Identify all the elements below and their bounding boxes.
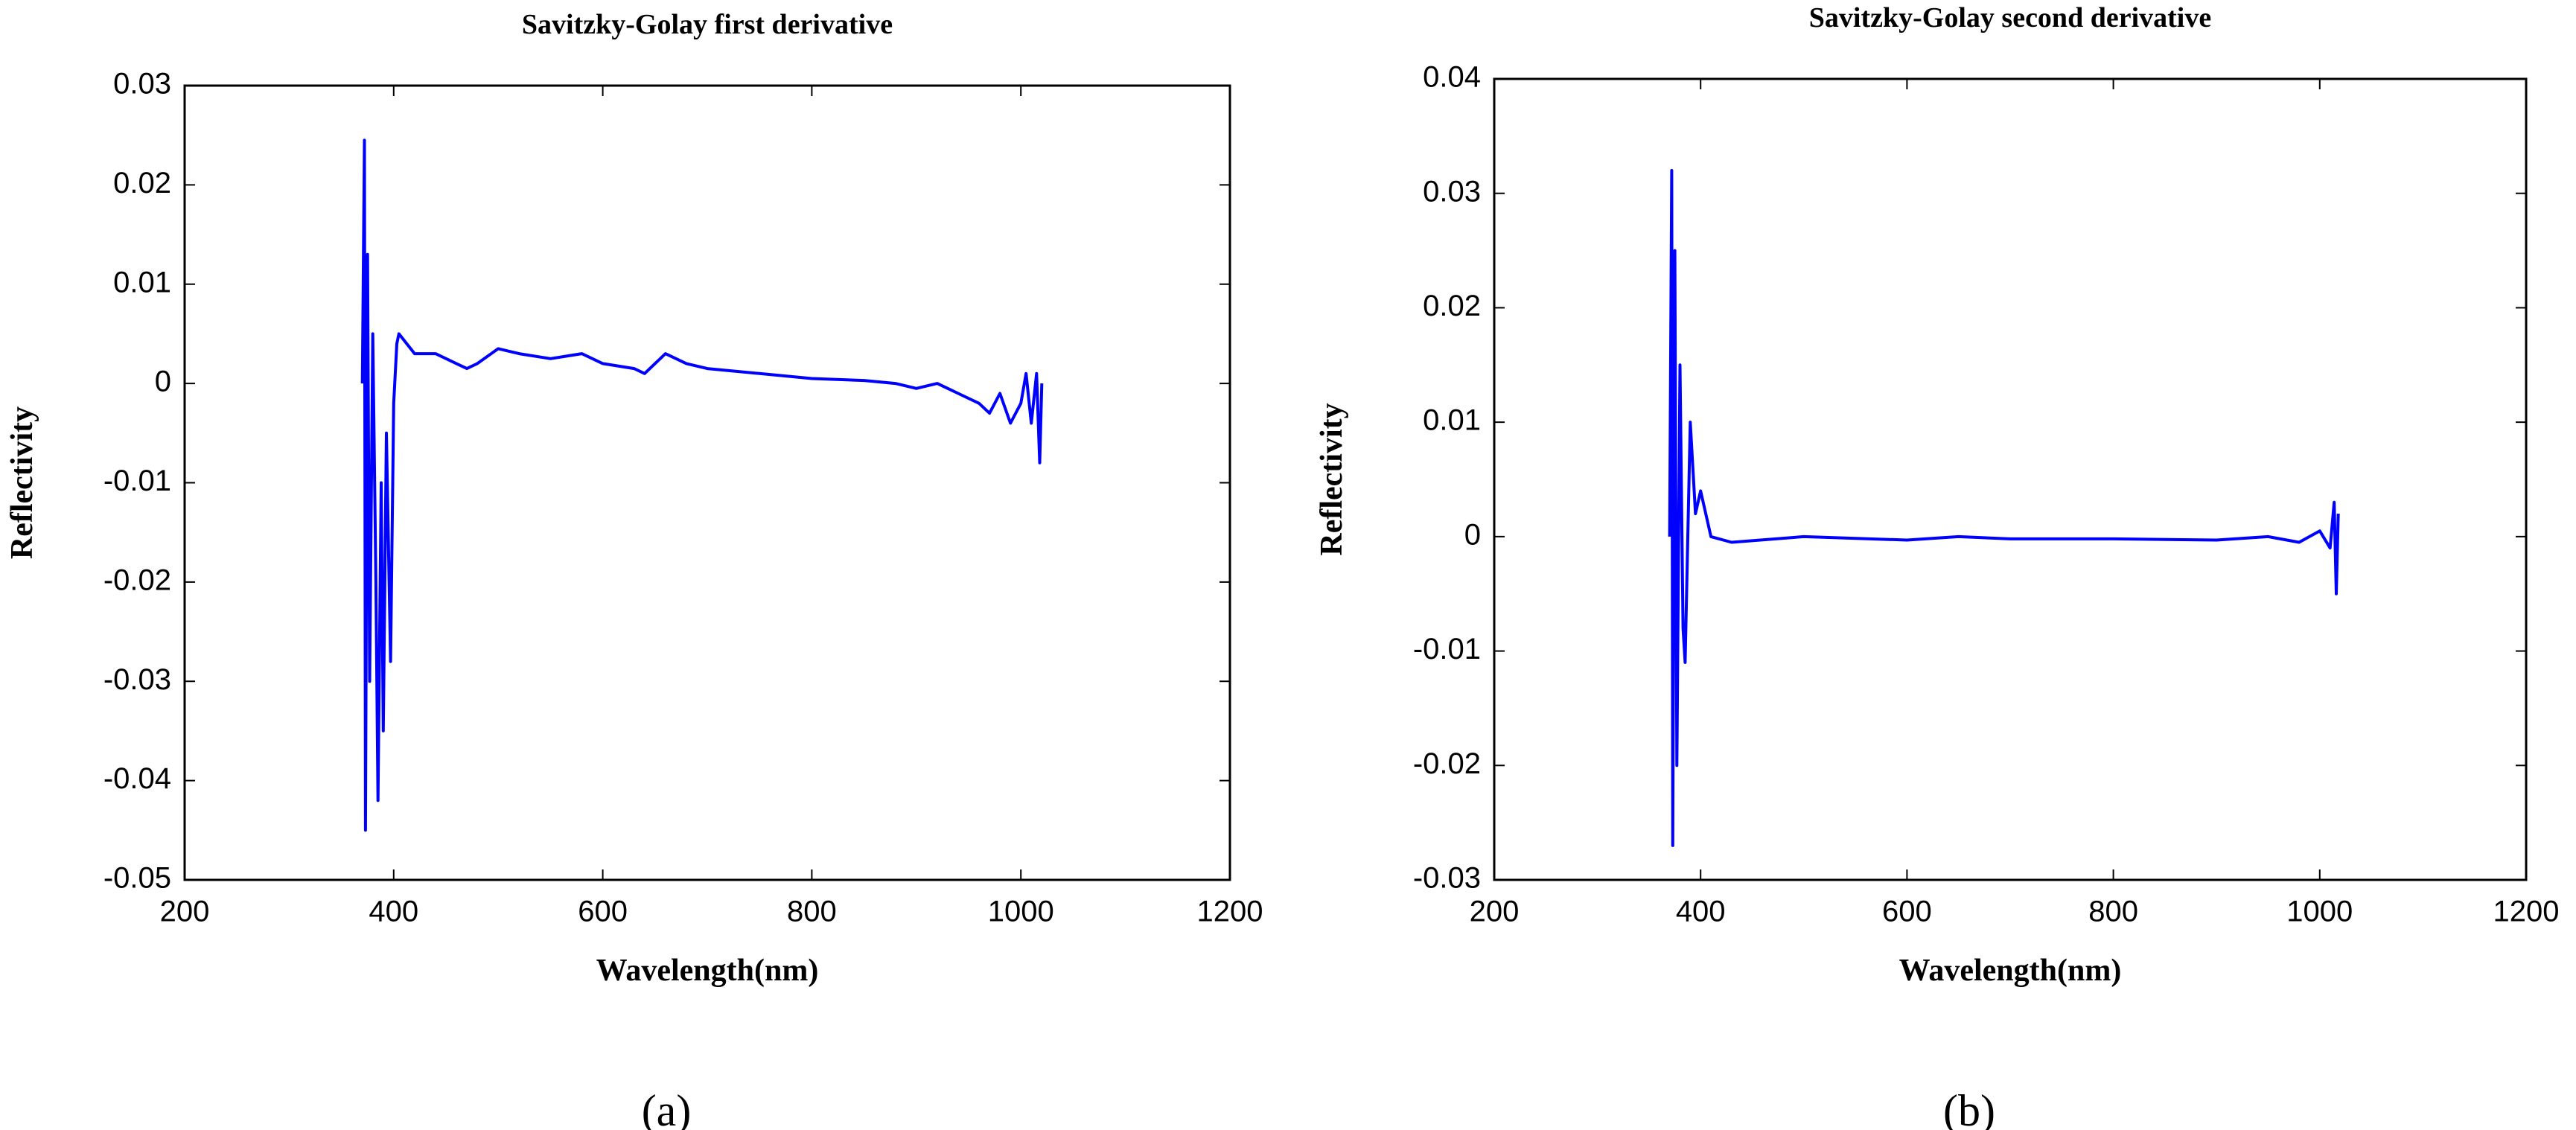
- x-tick-label: 1000: [988, 896, 1054, 928]
- y-tick-label: 0.01: [1423, 404, 1481, 437]
- x-tick-label: 600: [1882, 896, 1932, 928]
- y-tick-label: -0.02: [1413, 747, 1481, 780]
- x-tick-label: 1200: [1197, 896, 1263, 928]
- y-tick-label: 0.02: [1423, 290, 1481, 322]
- y-tick-label: 0.03: [1423, 175, 1481, 208]
- chart-title: Savitzky-Golay first derivative: [522, 9, 893, 40]
- y-tick-label: 0.03: [113, 68, 171, 100]
- y-tick-label: -0.01: [103, 465, 171, 497]
- y-tick-label: 0.01: [113, 266, 171, 299]
- x-tick-label: 1200: [2493, 896, 2560, 928]
- chart-title: Savitzky-Golay second derivative: [1809, 2, 2211, 33]
- subfigure-caption: (b): [1943, 1086, 1995, 1130]
- y-tick-label: -0.04: [103, 762, 171, 795]
- y-tick-label: -0.03: [1413, 862, 1481, 895]
- y-axis-label: Reflectivity: [5, 406, 39, 559]
- plot-frame: [183, 84, 1231, 881]
- x-axis-label: Wavelength(nm): [1899, 954, 2122, 988]
- y-axis-label: Reflectivity: [1315, 403, 1349, 555]
- x-tick-label: 1000: [2286, 896, 2353, 928]
- y-tick-label: -0.05: [103, 862, 171, 895]
- x-tick-label: 800: [787, 896, 837, 928]
- y-tick-label: 0: [155, 366, 171, 398]
- x-tick-label: 600: [578, 896, 628, 928]
- x-tick-label: 400: [1676, 896, 1726, 928]
- y-tick-label: -0.01: [1413, 633, 1481, 665]
- x-tick-label: 200: [160, 896, 210, 928]
- y-tick-label: -0.03: [103, 663, 171, 696]
- data-line: [1668, 169, 2340, 847]
- data-line: [360, 138, 1044, 832]
- x-tick-label: 800: [2088, 896, 2138, 928]
- x-tick-label: 400: [369, 896, 418, 928]
- plot-frame: [1493, 77, 2528, 881]
- x-axis-label: Wavelength(nm): [596, 954, 819, 988]
- y-tick-label: 0.02: [113, 167, 171, 199]
- x-tick-label: 200: [1470, 896, 1520, 928]
- y-tick-label: 0.04: [1423, 61, 1481, 94]
- y-tick-label: 0: [1464, 518, 1481, 551]
- subfigure-caption: (a): [642, 1086, 692, 1130]
- y-tick-label: -0.02: [103, 564, 171, 596]
